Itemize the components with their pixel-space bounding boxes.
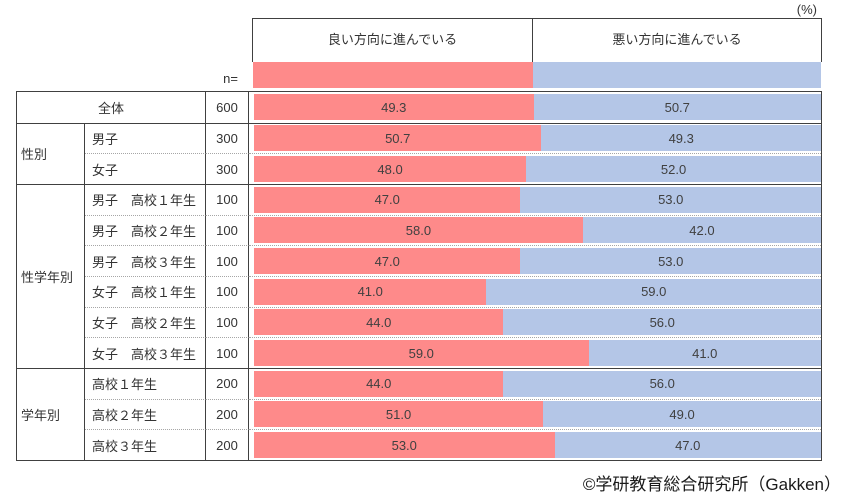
bar-segment-positive: 44.0	[254, 309, 504, 336]
n-value-cell: 100	[206, 214, 249, 246]
stacked-bar: 58.0 42.0	[254, 217, 821, 244]
stacked-bar: 53.0 47.0	[254, 432, 821, 459]
row-label-cell: 女子 高校１年生	[85, 275, 206, 307]
group-cell: 学年別	[17, 367, 85, 460]
row-label-cell: 男子 高校２年生	[85, 214, 206, 246]
row-label-cell: 全体	[17, 92, 206, 123]
bar-segment-positive: 48.0	[254, 156, 527, 183]
bar-segment-negative: 49.0	[543, 401, 821, 428]
legend-bar	[253, 62, 821, 88]
n-value-cell: 100	[206, 337, 249, 368]
row-label-cell: 男子 高校３年生	[85, 245, 206, 276]
stacked-bar: 49.3 50.7	[254, 94, 821, 121]
bar-cell: 41.0 59.0	[249, 275, 821, 307]
n-value-cell: 100	[206, 306, 249, 338]
bar-cell: 58.0 42.0	[249, 214, 821, 246]
bar-cell: 48.0 52.0	[249, 153, 821, 184]
legend-bar-negative-segment	[533, 62, 821, 88]
results-table: 全体 600 49.3 50.7 性別 男子 300 50.7 49.3 女子 300 48.0 52.…	[16, 91, 822, 461]
row-label-cell: 男子	[85, 122, 206, 154]
row-label-cell: 女子 高校３年生	[85, 337, 206, 368]
bar-segment-negative: 53.0	[520, 248, 821, 275]
bar-cell: 51.0 49.0	[249, 398, 821, 430]
bar-segment-negative: 53.0	[520, 186, 821, 213]
legend-bar-positive-segment	[253, 62, 534, 88]
bar-cell: 47.0 53.0	[249, 245, 821, 276]
bar-cell: 59.0 41.0	[249, 337, 821, 368]
n-value-cell: 200	[206, 398, 249, 430]
group-cell: 性別	[17, 122, 85, 184]
bar-segment-positive: 47.0	[254, 248, 521, 275]
bar-segment-negative: 52.0	[526, 156, 821, 183]
bar-segment-positive: 53.0	[254, 432, 555, 459]
percent-unit-label: (%)	[796, 2, 817, 17]
n-value-cell: 300	[206, 122, 249, 154]
row-label-cell: 男子 高校１年生	[85, 183, 206, 215]
stacked-bar: 44.0 56.0	[254, 370, 821, 397]
bar-segment-negative: 41.0	[588, 340, 821, 367]
n-value-cell: 100	[206, 245, 249, 276]
bar-cell: 50.7 49.3	[249, 122, 821, 154]
bar-segment-positive: 47.0	[254, 186, 521, 213]
bar-segment-positive: 44.0	[254, 370, 504, 397]
row-label-cell: 女子	[85, 153, 206, 184]
n-value-cell: 300	[206, 153, 249, 184]
bar-segment-negative: 59.0	[486, 278, 821, 305]
n-value-cell: 100	[206, 183, 249, 215]
bar-cell: 44.0 56.0	[249, 367, 821, 399]
bar-segment-positive: 58.0	[254, 217, 583, 244]
footer-credit: ©学研教育総合研究所（Gakken）	[582, 475, 841, 494]
stacked-bar: 59.0 41.0	[254, 340, 821, 367]
bar-segment-negative: 47.0	[554, 432, 821, 459]
bar-segment-negative: 42.0	[582, 217, 821, 244]
stacked-bar: 48.0 52.0	[254, 156, 821, 183]
n-equals-label: n=	[223, 71, 238, 86]
bar-cell: 53.0 47.0	[249, 429, 821, 460]
n-value-cell: 200	[206, 367, 249, 399]
n-value-cell: 200	[206, 429, 249, 460]
row-label-cell: 高校１年生	[85, 367, 206, 399]
row-label-cell: 女子 高校２年生	[85, 306, 206, 338]
column-header-negative: 悪い方向に進んでいる	[612, 32, 742, 47]
bar-segment-positive: 49.3	[254, 94, 534, 121]
n-value-cell: 600	[206, 92, 249, 123]
bar-segment-negative: 50.7	[533, 94, 821, 121]
group-cell: 性学年別	[17, 183, 85, 368]
stacked-bar: 47.0 53.0	[254, 186, 821, 213]
bar-cell: 49.3 50.7	[249, 92, 821, 123]
bar-segment-positive: 59.0	[254, 340, 589, 367]
row-label-cell: 高校３年生	[85, 429, 206, 460]
stacked-bar: 44.0 56.0	[254, 309, 821, 336]
row-label-cell: 高校２年生	[85, 398, 206, 430]
bar-segment-positive: 41.0	[254, 278, 487, 305]
stacked-bar: 41.0 59.0	[254, 278, 821, 305]
bar-cell: 44.0 56.0	[249, 306, 821, 338]
n-value-cell: 100	[206, 275, 249, 307]
column-header-positive: 良い方向に進んでいる	[253, 19, 534, 62]
stacked-bar: 47.0 53.0	[254, 248, 821, 275]
bar-segment-negative: 56.0	[503, 309, 821, 336]
bar-cell: 47.0 53.0	[249, 183, 821, 215]
bar-segment-negative: 56.0	[503, 370, 821, 397]
stacked-bar: 50.7 49.3	[254, 125, 821, 152]
stacked-bar: 51.0 49.0	[254, 401, 821, 428]
column-headers: 良い方向に進んでいる 悪い方向に進んでいる	[252, 18, 822, 62]
bar-segment-positive: 50.7	[254, 125, 542, 152]
bar-segment-positive: 51.0	[254, 401, 544, 428]
bar-segment-negative: 49.3	[541, 125, 821, 152]
